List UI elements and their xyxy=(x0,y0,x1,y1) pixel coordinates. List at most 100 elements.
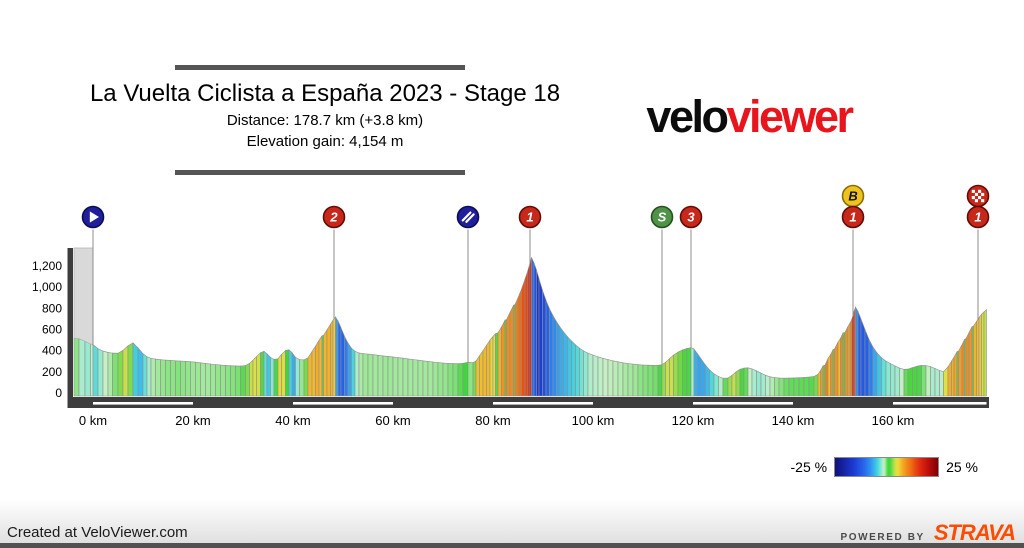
profile-strip xyxy=(263,350,268,397)
profile-strip xyxy=(840,332,844,397)
profile-strip xyxy=(78,338,86,397)
page-title: La Vuelta Ciclista a España 2023 - Stage… xyxy=(89,80,561,107)
profile-strip xyxy=(934,368,940,397)
profile-strip xyxy=(102,350,109,397)
profile-strip xyxy=(122,345,129,397)
profile-strip xyxy=(718,376,724,397)
profile-strip xyxy=(793,377,800,397)
profile-strip xyxy=(475,354,480,397)
profile-strip xyxy=(925,365,931,397)
powered-by-label: POWERED BY xyxy=(840,532,925,543)
profile-strip xyxy=(492,333,496,397)
profile-strip xyxy=(677,349,683,397)
profile-strip xyxy=(92,343,99,397)
profile-strip xyxy=(556,320,561,397)
profile-strip xyxy=(517,288,522,397)
profile-strip xyxy=(372,354,379,397)
profile-strip xyxy=(437,362,444,397)
profile-strip xyxy=(916,365,922,397)
profile-strip xyxy=(335,316,339,397)
profile-strip xyxy=(661,361,666,397)
profile-strip xyxy=(981,311,985,397)
profile-strip xyxy=(235,365,241,397)
x-tick-label: 60 km xyxy=(375,413,410,428)
profile-strip xyxy=(531,257,535,397)
profile-strip xyxy=(97,348,104,397)
profile-strip xyxy=(817,369,821,397)
profile-strip xyxy=(890,363,896,397)
profile-strip xyxy=(617,361,624,397)
profile-strip xyxy=(281,349,286,397)
profile-strip xyxy=(536,269,540,397)
profile-strip xyxy=(506,312,511,397)
profile-strip xyxy=(563,330,568,397)
title-block: La Vuelta Ciclista a España 2023 - Stage… xyxy=(40,80,610,150)
profile-strip xyxy=(270,356,275,397)
profile-strip xyxy=(402,357,409,397)
profile-strip xyxy=(976,316,980,397)
play-icon xyxy=(89,211,99,223)
profile-strip xyxy=(549,308,554,397)
profile-strip xyxy=(146,356,152,397)
profile-strip xyxy=(552,314,557,397)
profile-strip xyxy=(417,359,424,397)
profile-strip xyxy=(150,357,156,397)
gradient-legend-bar xyxy=(834,457,940,477)
profile-strip xyxy=(978,313,982,397)
profile-strip xyxy=(467,361,474,397)
profile-strip xyxy=(427,361,434,397)
profile-strip xyxy=(486,339,491,397)
y-tick-label: 800 xyxy=(42,301,62,315)
profile-strip xyxy=(190,361,196,397)
profile-strip xyxy=(447,363,454,397)
profile-strip xyxy=(881,357,887,397)
x-tick-label: 0 km xyxy=(79,413,107,428)
marker-climb-category-1: 1 xyxy=(518,205,542,229)
profile-strip xyxy=(392,356,399,397)
gradient-legend: -25 % 25 % xyxy=(790,457,978,477)
profile-strip xyxy=(354,350,360,397)
marker-summit-finish-category-1: 1 xyxy=(966,205,990,229)
profile-strip xyxy=(788,377,795,397)
profile-strip xyxy=(682,347,688,397)
profile-strip xyxy=(868,339,874,397)
legend-min-label: -25 % xyxy=(790,459,828,475)
profile-strip xyxy=(575,344,580,397)
profile-strip xyxy=(112,352,119,397)
profile-strip xyxy=(545,300,550,397)
y-tick-label: 0 xyxy=(55,386,62,400)
profile-strip xyxy=(743,367,749,397)
profile-strip xyxy=(160,359,166,397)
profile-strip xyxy=(559,326,564,397)
profile-strip xyxy=(827,353,831,397)
profile-strip xyxy=(808,376,815,397)
x-tick-label: 100 km xyxy=(572,413,615,428)
profile-strip xyxy=(739,367,745,397)
profile-strip xyxy=(583,350,589,397)
profile-strip xyxy=(299,359,305,397)
profile-strip xyxy=(323,328,328,397)
profile-strip xyxy=(939,369,944,397)
profile-strip xyxy=(693,348,698,397)
feed-zone-icon xyxy=(461,211,475,223)
profile-strip xyxy=(943,366,949,397)
profile-strip xyxy=(137,346,144,397)
profile-strip xyxy=(495,332,499,397)
profile-strip xyxy=(968,326,973,397)
profile-strip xyxy=(844,326,849,397)
profile-strip xyxy=(657,364,663,397)
profile-strip xyxy=(266,352,271,397)
profile-strip xyxy=(751,368,757,397)
profile-strip xyxy=(225,365,231,397)
profile-strip xyxy=(571,340,576,397)
profile-strip xyxy=(482,344,487,397)
profile-strip xyxy=(344,336,349,397)
profile-strip xyxy=(277,353,282,397)
profile-strip xyxy=(857,311,862,397)
profile-strip xyxy=(727,374,733,397)
title-rule-top xyxy=(175,65,465,70)
profile-strip xyxy=(205,363,211,397)
profile-strip xyxy=(673,351,679,397)
y-tick-label: 1,000 xyxy=(32,280,62,294)
profile-strip xyxy=(260,350,265,397)
